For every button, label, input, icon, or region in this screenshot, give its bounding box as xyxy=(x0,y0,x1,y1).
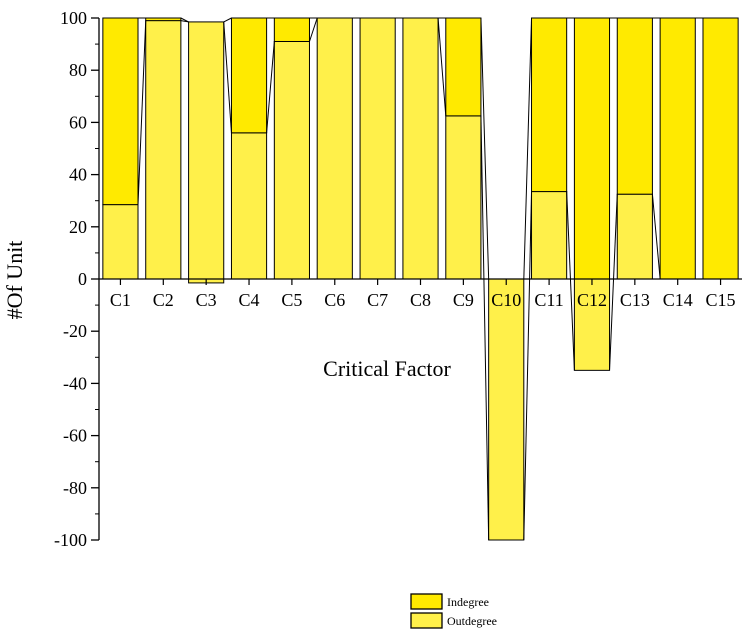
connector-outdegree xyxy=(566,191,575,371)
y-tick-label: 0 xyxy=(78,269,87,289)
bar-outdegree-c8 xyxy=(402,17,439,280)
y-axis-title: #Of Unit xyxy=(2,241,27,320)
bars-layer xyxy=(102,17,739,541)
connector-outdegree xyxy=(137,20,147,205)
connector-outdegree xyxy=(309,17,318,42)
y-tick-label: -60 xyxy=(63,426,87,446)
connector-outdegree xyxy=(480,115,490,541)
bar-outdegree-c1 xyxy=(102,204,139,280)
y-tick-label: -100 xyxy=(54,530,87,550)
legend-label-indegree: Indegree xyxy=(447,595,489,609)
x-tick-label-c12: C12 xyxy=(577,290,607,310)
connector-indegree xyxy=(480,17,490,280)
bar-indegree-c9 xyxy=(445,17,482,117)
x-tick-label-c3: C3 xyxy=(196,290,217,310)
x-tick-label-c6: C6 xyxy=(324,290,345,310)
bar-indegree-c12 xyxy=(573,17,611,280)
bar-indegree-c4 xyxy=(230,17,268,134)
bar-indegree-c13 xyxy=(616,17,653,195)
x-tick-label-c15: C15 xyxy=(706,290,736,310)
bar-indegree-c14 xyxy=(659,17,696,280)
connector-outdegree xyxy=(180,20,189,23)
axes-layer: -100 -80 -60 -40 -20 0 20 40 60 80 100 C1 C2 C3 C4 C5 C6… xyxy=(54,8,742,550)
connector-indegree xyxy=(523,17,533,280)
legend-label-outdegree: Outdegree xyxy=(447,614,497,628)
bar-indegree-c11 xyxy=(531,17,568,193)
bar-outdegree-c13 xyxy=(616,193,653,280)
y-tick-label: -80 xyxy=(63,478,87,498)
x-tick-label-c14: C14 xyxy=(663,290,693,310)
x-tick-label-c13: C13 xyxy=(620,290,650,310)
y-tick-label: -20 xyxy=(63,321,87,341)
connector-outdegree xyxy=(609,194,618,371)
x-tick-label-c7: C7 xyxy=(367,290,388,310)
x-tick-label-c4: C4 xyxy=(239,290,260,310)
x-axis-title: Critical Factor xyxy=(323,356,451,381)
x-tick-label-c1: C1 xyxy=(110,290,131,310)
bar-outdegree-c5 xyxy=(273,40,310,280)
connector-outdegree xyxy=(266,41,275,133)
y-tick-label: 60 xyxy=(69,112,87,132)
connector-outdegree xyxy=(523,191,533,541)
x-tick-label-c9: C9 xyxy=(453,290,474,310)
bar-indegree-c5 xyxy=(273,17,310,42)
bar-outdegree-c10 xyxy=(488,278,525,541)
bar-outdegree-c7 xyxy=(359,17,396,280)
y-tick-label: 40 xyxy=(69,165,87,185)
bar-outdegree-c3 xyxy=(188,21,225,280)
bar-outdegree-c2 xyxy=(145,20,182,280)
bar-outdegree-c12 xyxy=(573,278,611,371)
legend-swatch-indegree xyxy=(410,593,443,610)
y-tick-label: 80 xyxy=(69,60,87,80)
y-tick-label: 20 xyxy=(69,217,87,237)
bar-outdegree-c11 xyxy=(531,191,568,280)
x-tick-label-c2: C2 xyxy=(153,290,174,310)
connector-outdegree xyxy=(223,21,232,133)
bar-outdegree-c4 xyxy=(230,132,268,280)
connector-indegree xyxy=(223,17,232,23)
bar-outdegree-c6 xyxy=(316,17,353,280)
x-tick-label-c10: C10 xyxy=(491,290,521,310)
x-tick-label-c8: C8 xyxy=(410,290,431,310)
connector-lines xyxy=(137,17,703,541)
y-tick-label: -40 xyxy=(63,373,87,393)
connector-outdegree xyxy=(651,194,661,280)
bar-indegree-c2 xyxy=(145,17,182,22)
x-tick-label-c5: C5 xyxy=(281,290,302,310)
y-tick-label: 100 xyxy=(60,8,87,28)
connector-outdegree xyxy=(437,17,447,116)
bar-indegree-c1 xyxy=(102,17,139,206)
bar-indegree-c15 xyxy=(702,17,739,280)
legend-swatch-outdegree xyxy=(410,612,443,629)
bar-outdegree-c9 xyxy=(445,115,482,280)
legend: Indegree Outdegree xyxy=(410,593,497,629)
x-tick-label-c11: C11 xyxy=(534,290,563,310)
